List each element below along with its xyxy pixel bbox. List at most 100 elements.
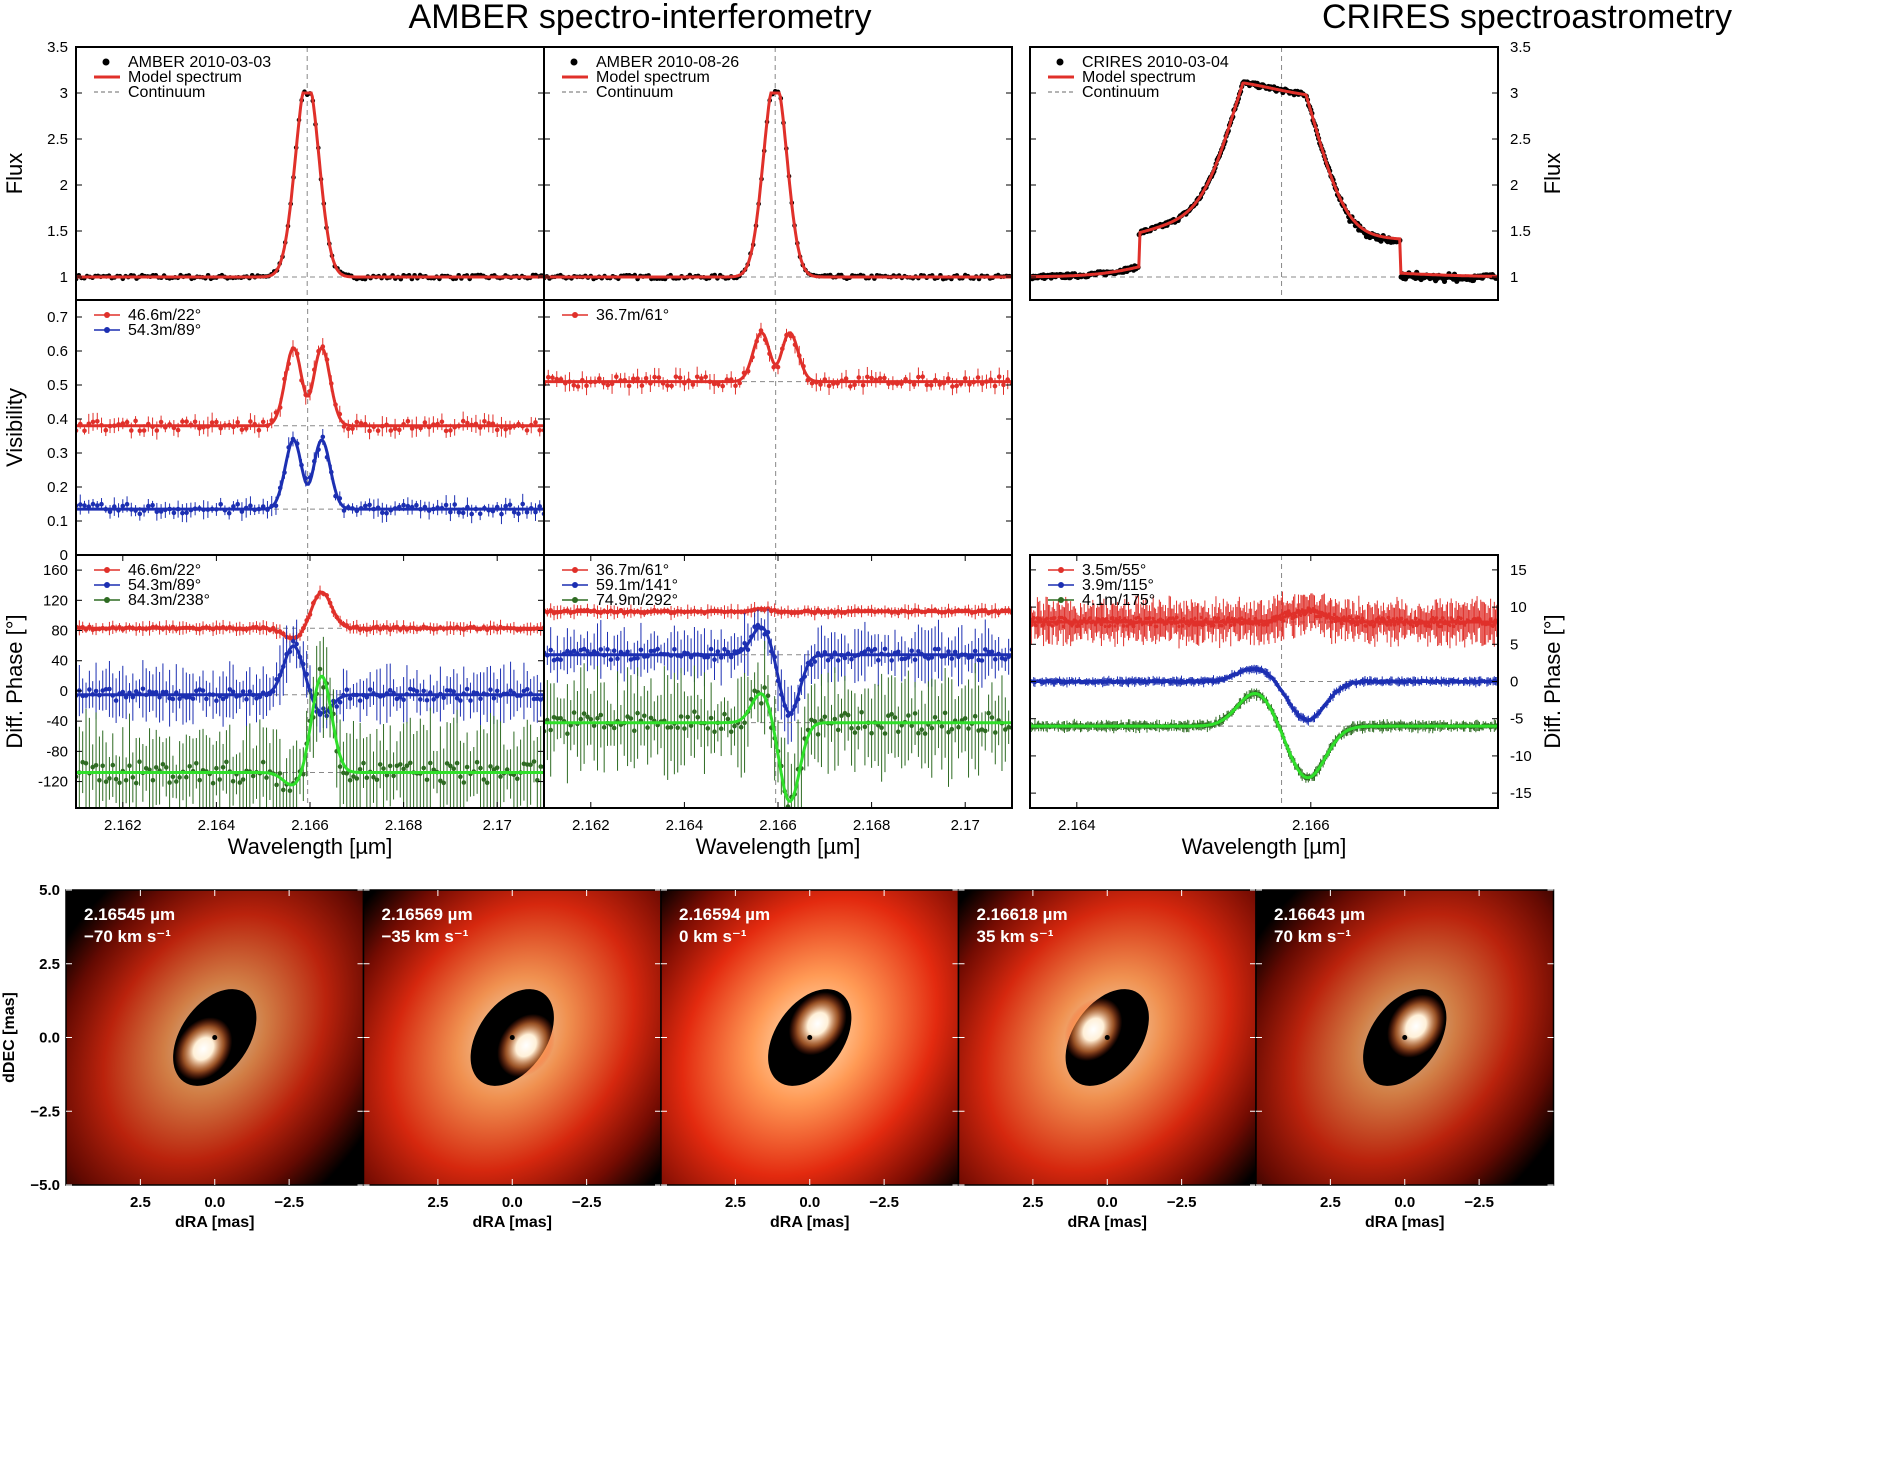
data-point — [899, 656, 904, 662]
data-point — [591, 723, 597, 728]
data-point — [718, 655, 724, 660]
y-tick-label: -40 — [46, 713, 68, 730]
data-point — [611, 648, 617, 653]
data-point — [137, 428, 143, 434]
data-point — [243, 426, 249, 431]
y-axis-label: Flux — [2, 153, 27, 195]
data-point — [979, 658, 985, 663]
y-tick-label: 0.4 — [47, 411, 68, 428]
data-point — [103, 687, 109, 692]
data-point — [484, 780, 490, 786]
data-point — [177, 775, 182, 780]
data-point — [421, 765, 427, 771]
data-point — [197, 777, 202, 783]
legend-label: 36.7m/61° — [596, 562, 669, 579]
legend-label: CRIRES 2010-03-04 — [1082, 54, 1229, 71]
data-point — [742, 720, 747, 726]
data-point — [405, 503, 411, 509]
data-point — [732, 723, 737, 729]
data-point — [703, 374, 708, 380]
data-point — [521, 688, 527, 694]
data-point — [133, 418, 138, 424]
x-axis-label: Wavelength [µm] — [696, 834, 861, 859]
data-point — [150, 502, 155, 508]
data-point — [949, 656, 955, 661]
data-point — [464, 686, 470, 692]
data-point — [906, 713, 911, 718]
data-point — [862, 724, 868, 730]
data-point — [578, 716, 584, 722]
data-point — [673, 374, 679, 380]
data-point — [635, 376, 640, 381]
data-point — [224, 759, 229, 765]
data-point — [460, 510, 466, 516]
plot-area-crires-phase — [1030, 555, 1498, 808]
y-tick-label: 1.5 — [47, 223, 68, 240]
y-tick-label: 2.5 — [1510, 131, 1531, 148]
data-point — [147, 767, 152, 773]
data-point — [946, 649, 951, 654]
data-point — [845, 712, 851, 718]
data-point — [174, 779, 179, 784]
data-point — [469, 511, 475, 517]
data-point — [668, 725, 674, 730]
data-point — [1001, 382, 1006, 388]
legend-label: 36.7m/61° — [596, 307, 669, 324]
data-point — [952, 649, 958, 655]
data-point — [722, 711, 727, 717]
data-point — [93, 763, 99, 768]
data-point — [848, 384, 853, 389]
data-point — [374, 777, 380, 783]
data-point — [341, 508, 347, 513]
data-point — [133, 780, 139, 786]
data-point — [694, 374, 700, 380]
legend-marker — [1056, 58, 1064, 66]
data-point — [498, 774, 503, 779]
data-point — [477, 511, 483, 517]
y-axis-label: Diff. Phase [°] — [2, 614, 27, 748]
data-point — [993, 730, 998, 735]
data-point — [916, 649, 921, 654]
data-point — [448, 428, 453, 433]
data-point — [922, 731, 928, 736]
y-tick-label: 0.2 — [47, 479, 68, 496]
data-point — [872, 646, 878, 652]
data-point — [438, 778, 443, 784]
data-point — [919, 727, 924, 732]
data-point — [866, 646, 871, 652]
data-point — [775, 364, 781, 370]
data-point — [865, 374, 870, 380]
y-tick-label: 1 — [1510, 269, 1518, 286]
data-point — [692, 709, 697, 714]
data-point — [494, 427, 500, 433]
data-point — [855, 725, 861, 731]
data-point — [843, 376, 849, 381]
data-point — [124, 501, 130, 507]
data-point — [320, 434, 326, 440]
x-tick-label: 2.162 — [572, 817, 610, 834]
data-point — [896, 649, 901, 655]
data-point — [708, 646, 714, 652]
data-point — [591, 649, 597, 654]
data-point — [194, 761, 199, 766]
data-point — [503, 503, 509, 509]
data-point — [95, 419, 100, 424]
data-point — [909, 723, 914, 729]
data-point — [762, 685, 767, 690]
data-point — [78, 502, 83, 507]
legend-label: 74.9m/292° — [596, 592, 678, 609]
data-point — [97, 778, 102, 783]
data-point — [945, 376, 951, 381]
data-point — [642, 713, 647, 719]
data-point — [141, 428, 147, 433]
x-tick-label: 2.168 — [853, 817, 891, 834]
data-point — [478, 696, 483, 702]
data-point — [401, 697, 406, 703]
data-point — [555, 716, 560, 721]
data-point — [695, 714, 701, 720]
data-point — [350, 426, 355, 431]
data-point — [347, 778, 353, 783]
data-point — [989, 715, 995, 720]
